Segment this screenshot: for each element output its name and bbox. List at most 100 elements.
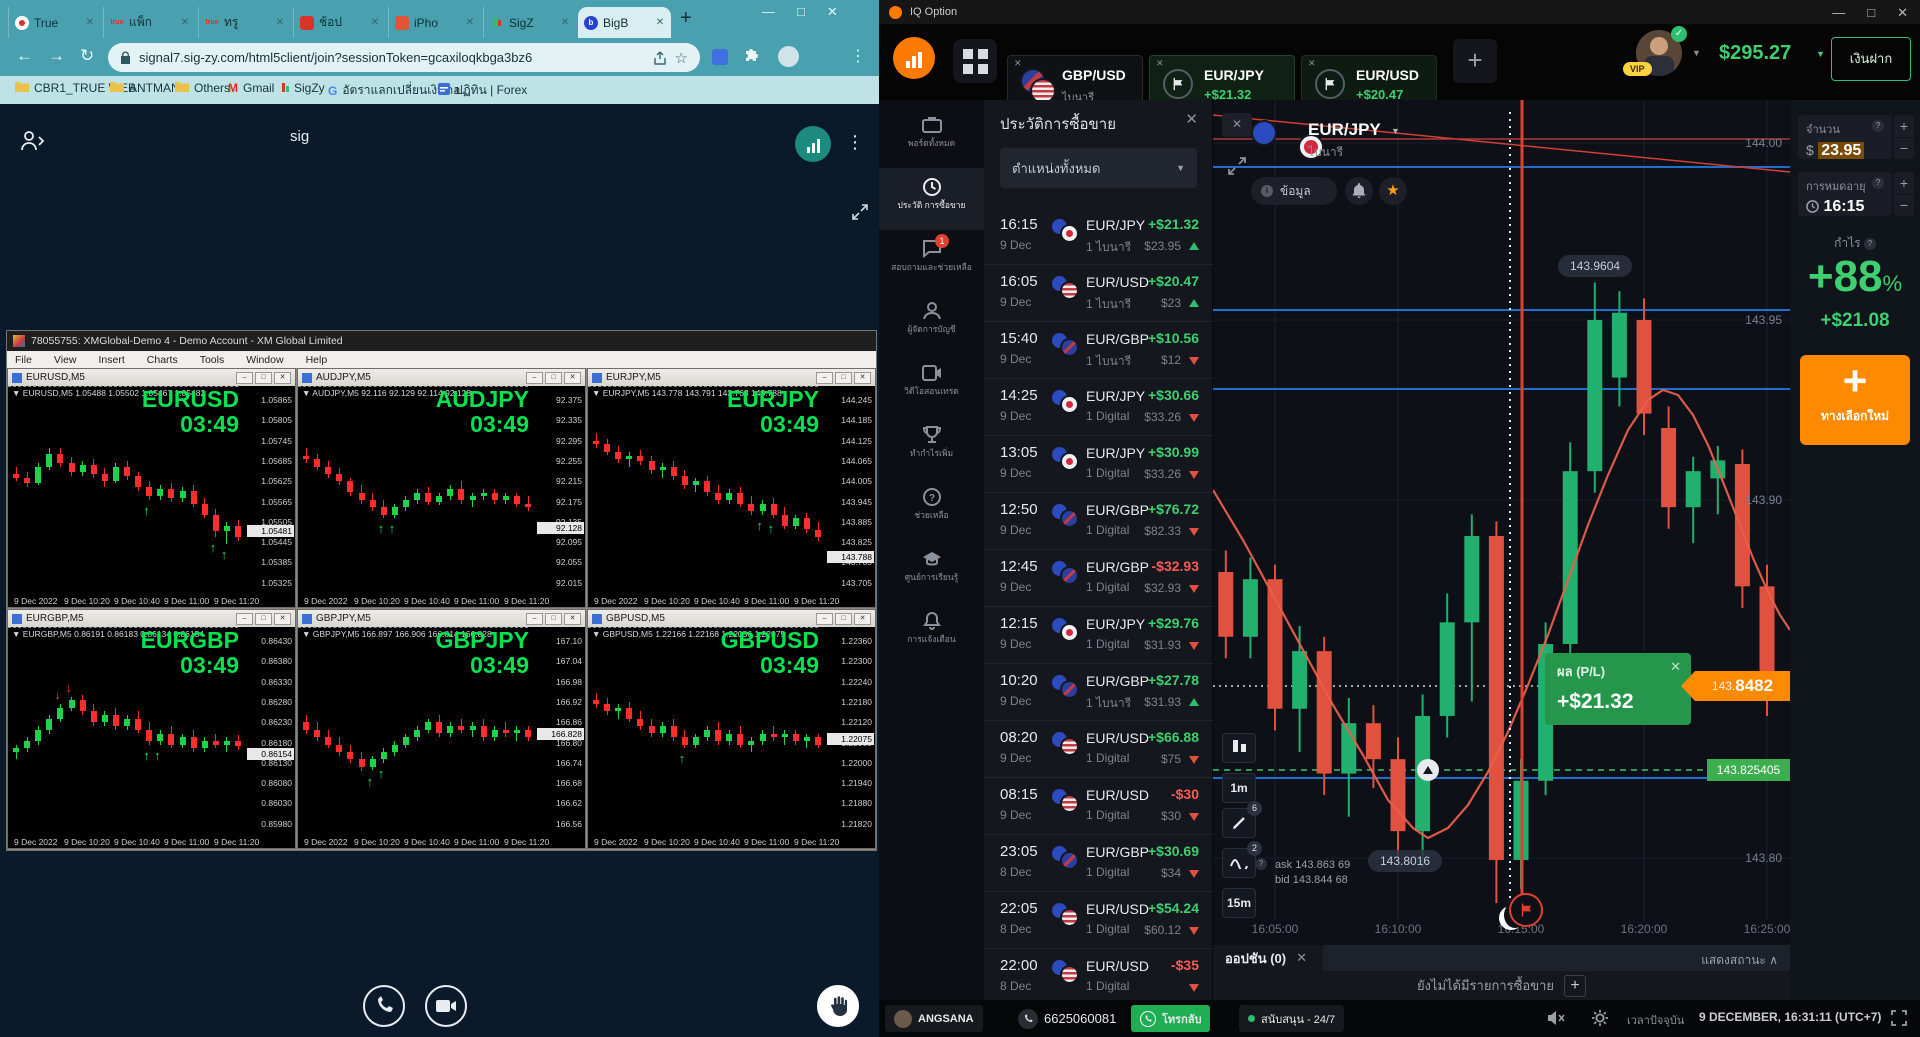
mt4-close-button[interactable]: ✕ <box>274 612 291 625</box>
sidebar-item-chat[interactable]: สอบถามและช่วยเหลือ 1 <box>879 230 984 292</box>
history-row-2305[interactable]: 23:05 8 Dec EUR/GBP 1 Digital +$30.69 $34 <box>984 835 1213 892</box>
raise-hand-button[interactable] <box>817 985 859 1027</box>
sidebar-item-clock[interactable]: ประวัติ การซื้อขาย <box>879 168 984 230</box>
deposit-button[interactable]: เงินฝาก <box>1831 37 1911 81</box>
iq-close-button[interactable]: ✕ <box>1897 5 1908 20</box>
browser-tab-BigB[interactable]: b BigB ✕ <box>578 7 671 38</box>
callback-button[interactable]: โทรกลับ <box>1131 1005 1211 1032</box>
browser-tab-iPho[interactable]: iPho ✕ <box>388 7 481 38</box>
history-row-1020[interactable]: 10:20 9 Dec EUR/GBP 1 ไบนารี +$27.78 $31.93 <box>984 664 1213 721</box>
mt4-min-button[interactable]: – <box>526 612 543 625</box>
tab-close-icon[interactable]: ✕ <box>275 17 285 28</box>
mt4-close-button[interactable]: ✕ <box>564 371 581 384</box>
history-row-1245[interactable]: 12:45 9 Dec EUR/GBP 1 Digital -$32.93 $32.93 <box>984 550 1213 607</box>
timeframe-1m-button[interactable]: 1m <box>1222 773 1256 803</box>
draw-tool-button[interactable]: 6 <box>1222 801 1262 838</box>
tab-close-icon[interactable]: ✕ <box>1014 58 1022 68</box>
mt4-max-button[interactable]: □ <box>835 371 852 384</box>
sidebar-item-question[interactable]: ? ช่วยเหลือ <box>879 478 984 540</box>
new-option-button[interactable]: + ทางเลือกใหม่ <box>1800 355 1910 445</box>
address-bar[interactable]: signal7.sig-zy.com/html5client/join?sess… <box>108 43 700 72</box>
chart-close-button[interactable]: ✕ <box>1222 113 1252 137</box>
bookmark-gmail[interactable]: M Gmail <box>228 81 274 95</box>
iq-maximize-button[interactable]: □ <box>1867 5 1876 20</box>
sidebar-item-bell[interactable]: การแจ้งเตือน <box>879 602 984 664</box>
browser-tab-True[interactable]: True ✕ <box>8 7 101 38</box>
history-row-1540[interactable]: 15:40 9 Dec EUR/GBP 1 ไบนารี +$10.56 $12 <box>984 322 1213 379</box>
tab-close-icon[interactable]: ✕ <box>85 17 95 28</box>
mt4-min-button[interactable]: – <box>816 612 833 625</box>
tab-close-icon[interactable]: ✕ <box>1308 58 1316 68</box>
show-status-toggle[interactable]: แสดงสถานะ ∧ <box>1701 953 1778 967</box>
bookmark-folder[interactable]: ANTMAN <box>110 81 180 95</box>
window-minimize-button[interactable]: — <box>762 4 775 19</box>
history-row-1605[interactable]: 16:05 9 Dec EUR/USD 1 ไบนารี +$20.47 $23 <box>984 265 1213 322</box>
mt4-menu-file[interactable]: File <box>15 353 32 366</box>
candlestick-chart[interactable] <box>1213 100 1790 945</box>
history-row-1425[interactable]: 14:25 9 Dec EUR/JPY 1 Digital +$30.66 $33.26 <box>984 379 1213 436</box>
bookmark-sigzy[interactable]: SigZy <box>282 81 325 95</box>
asset-grid-button[interactable] <box>953 39 997 83</box>
positions-filter-dropdown[interactable]: ตำแหน่งทั้งหมด ▼ <box>1000 148 1197 188</box>
history-row-1215[interactable]: 12:15 9 Dec EUR/JPY 1 Digital +$29.76 $31.93 <box>984 607 1213 664</box>
mt4-max-button[interactable]: □ <box>255 371 272 384</box>
back-button[interactable]: ← <box>16 46 33 65</box>
bookmark-star-icon[interactable]: ☆ <box>674 49 688 67</box>
iq-logo[interactable] <box>893 37 935 79</box>
new-tab-button[interactable]: + <box>680 7 692 29</box>
mt4-max-button[interactable]: □ <box>255 612 272 625</box>
mt4-min-button[interactable]: – <box>526 371 543 384</box>
tab-close-icon[interactable]: ✕ <box>465 17 475 28</box>
mt4-close-button[interactable]: ✕ <box>854 612 871 625</box>
chrome-menu-icon[interactable]: ⋮ <box>850 48 866 65</box>
info-button[interactable]: i ข้อมูล <box>1251 177 1337 205</box>
window-close-button[interactable]: ✕ <box>826 4 838 19</box>
profile-avatar[interactable] <box>778 46 799 67</box>
history-row-0815[interactable]: 08:15 9 Dec EUR/USD 1 Digital -$30 $30 <box>984 778 1213 835</box>
mt4-menu-view[interactable]: View <box>53 353 77 366</box>
mt4-min-button[interactable]: – <box>816 371 833 384</box>
sidebar-item-person[interactable]: ผู้จัดการบัญชี <box>879 292 984 354</box>
mt4-min-button[interactable]: – <box>236 612 253 625</box>
history-row-1615[interactable]: 16:15 9 Dec EUR/JPY 1 ไบนารี +$21.32 $23.95 <box>984 208 1213 265</box>
mt4-max-button[interactable]: □ <box>835 612 852 625</box>
user-chip[interactable]: ANGSANA <box>885 1005 983 1032</box>
share-icon[interactable] <box>653 51 667 65</box>
forward-button[interactable]: → <box>48 46 65 65</box>
history-row-1305[interactable]: 13:05 9 Dec EUR/JPY 1 Digital +$30.99 $33.26 <box>984 436 1213 493</box>
mt4-close-button[interactable]: ✕ <box>274 371 291 384</box>
mt4-max-button[interactable]: □ <box>545 371 562 384</box>
mt4-max-button[interactable]: □ <box>545 612 562 625</box>
iq-minimize-button[interactable]: — <box>1832 5 1846 20</box>
mt4-menu-window[interactable]: Window <box>246 353 284 366</box>
expand-icon[interactable] <box>1891 1010 1907 1026</box>
tab-close-icon[interactable]: ✕ <box>370 17 380 28</box>
mt4-menu-charts[interactable]: Charts <box>146 353 178 366</box>
indicators-button[interactable]: 2 <box>1222 841 1262 878</box>
extension-icon[interactable] <box>712 49 728 65</box>
mt4-close-button[interactable]: ✕ <box>854 371 871 384</box>
puzzle-icon[interactable] <box>744 48 761 65</box>
tab-close-icon[interactable]: ✕ <box>1156 58 1164 68</box>
browser-tab-SigZ[interactable]: SigZ ✕ <box>483 7 576 38</box>
tab-close-icon[interactable]: ✕ <box>655 17 665 28</box>
history-row-2200[interactable]: 22:00 8 Dec EUR/USD 1 Digital -$35 <box>984 949 1213 1000</box>
amount-input[interactable]: 23.95 <box>1818 142 1865 159</box>
sidebar-item-briefcase[interactable]: พอร์ตทั้งหมด <box>879 106 984 168</box>
sidebar-item-gradcap[interactable]: ศูนย์การเรียนรู้ <box>879 540 984 602</box>
amount-steppers[interactable]: + − <box>1894 115 1914 159</box>
chart-type-button[interactable] <box>1222 733 1256 763</box>
expiry-steppers[interactable]: + − <box>1894 172 1914 216</box>
page-menu-icon[interactable]: ⋮ <box>846 132 864 152</box>
support-chip[interactable]: สนับสนุน - 24/7 <box>1239 1005 1345 1032</box>
tab-close-icon[interactable]: ✕ <box>560 17 570 28</box>
options-tab[interactable]: ออปชัน (0) ✕ <box>1213 945 1323 971</box>
settings-gear-icon[interactable] <box>1591 1009 1609 1027</box>
toggle-audio-button[interactable] <box>363 985 405 1027</box>
favorite-star-button[interactable]: ★ <box>1379 177 1407 205</box>
history-row-0820[interactable]: 08:20 9 Dec EUR/USD 1 Digital +$66.88 $75 <box>984 721 1213 778</box>
timeframe-15m-button[interactable]: 15m <box>1222 888 1256 918</box>
balance-caret-icon[interactable]: ▼ <box>1816 49 1825 59</box>
mt4-menu-help[interactable]: Help <box>305 353 328 366</box>
pl-close-icon[interactable]: ✕ <box>1670 659 1681 674</box>
